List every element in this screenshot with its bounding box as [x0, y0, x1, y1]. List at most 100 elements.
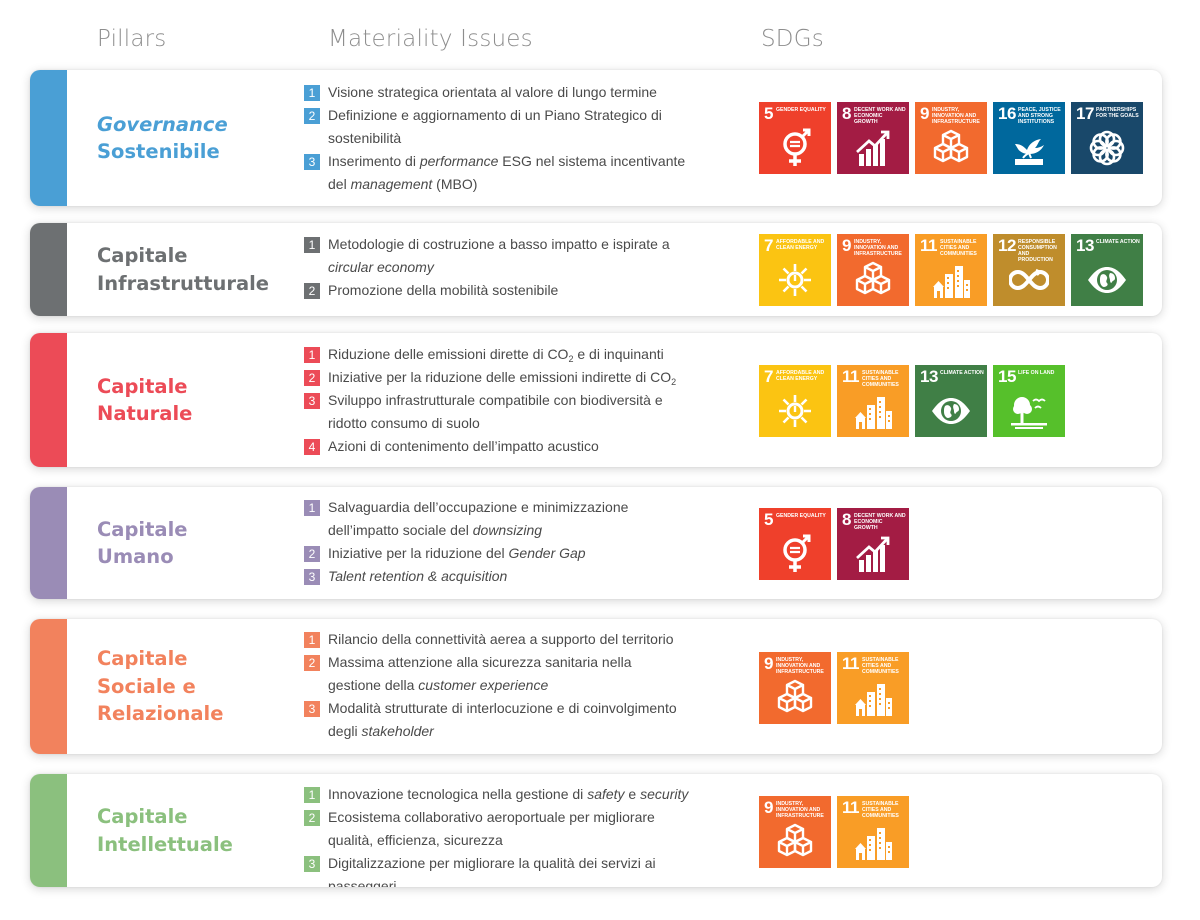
- pillar-accent-bar: [30, 619, 67, 754]
- issue-number-badge: 1: [304, 347, 320, 363]
- sdg-icons: 7 Affordable and clean energy 9 Industry, i…: [759, 234, 1143, 306]
- cubes-icon: [777, 823, 813, 857]
- materiality-issue: 2 Definizione e aggiornamento di un Piano…: [304, 104, 724, 150]
- dove-icon: [1015, 139, 1044, 165]
- sdg-label: Sustainable cities and communities: [862, 801, 899, 819]
- issue-text: Metodologie di costruzione a basso impat…: [328, 236, 670, 275]
- pillar-title-line: Capitale: [97, 374, 188, 398]
- pillar-title-line: Infrastrutturale: [97, 271, 270, 295]
- gender-icon: [783, 128, 811, 166]
- materiality-issue: 1 Salvaguardia dell’occupazione e minimiz…: [304, 496, 724, 542]
- issue-number-badge: 1: [304, 85, 320, 101]
- pillar-title: Governance Sostenibile: [97, 111, 228, 166]
- issue-text: Massima attenzione alla sicurezza sanita…: [328, 654, 632, 693]
- materiality-issue: 1 Riduzione delle emissioni dirette di CO…: [304, 343, 724, 366]
- sdg-label: Decent work and economic growth: [854, 107, 906, 125]
- materiality-issue: 1 Metodologie di costruzione a basso impa…: [304, 233, 724, 279]
- issue-text: Iniziative per la riduzione del Gender G…: [328, 545, 586, 561]
- materiality-issue: 3 Sviluppo infrastrutturale compatibile c…: [304, 389, 724, 435]
- sdg-17-tile: 17 Partnerships for the goals: [1071, 102, 1143, 174]
- issue-number-badge: 3: [304, 154, 320, 170]
- pillar-cell: Capitale Intellettuale: [97, 774, 297, 887]
- sdg-12-tile: 12 Responsible consumption and production: [993, 234, 1065, 306]
- materiality-issues-list: 1 Innovazione tecnologica nella gestione …: [304, 783, 724, 887]
- sdgs-header: SDGs: [761, 26, 824, 52]
- sdg-13-tile: 13 Climate action: [1071, 234, 1143, 306]
- pillar-title: Capitale Sociale e Relazionale: [97, 645, 223, 728]
- sdg-number: 11: [842, 367, 859, 386]
- infinity-icon: [1009, 268, 1049, 291]
- pillar-cell: Capitale Umano: [97, 487, 297, 599]
- growth-chart-icon: [856, 130, 890, 166]
- issue-number-badge: 1: [304, 237, 320, 253]
- materiality-issues-header: Materiality Issues: [328, 26, 533, 52]
- sdg-8-tile: 8 Decent work and economic growth: [837, 102, 909, 174]
- pillar-title: Capitale Intellettuale: [97, 803, 233, 858]
- pillar-accent-bar: [30, 70, 67, 206]
- issue-number-badge: 3: [304, 393, 320, 409]
- materiality-issue: 3 Inserimento di performance ESG nel sist…: [304, 150, 724, 196]
- sdg-label: Affordable and clean energy: [776, 239, 825, 251]
- sdg-number: 8: [842, 510, 851, 529]
- sdg-5-tile: 5 Gender equality: [759, 102, 831, 174]
- issue-number-badge: 2: [304, 283, 320, 299]
- sdg-label: Responsible consumption and production: [1018, 239, 1057, 263]
- pillar-title-line: Capitale: [97, 647, 188, 671]
- issue-text: Visione strategica orientata al valore d…: [328, 84, 657, 100]
- sdg-number: 9: [764, 798, 773, 817]
- sdg-label: Decent work and economic growth: [854, 513, 906, 531]
- issue-number-badge: 2: [304, 108, 320, 124]
- issue-text: Iniziative per la riduzione delle emissi…: [328, 369, 677, 387]
- sdg-label: Industry, innovation and infrastructure: [776, 801, 824, 819]
- pillar-row-naturale: Capitale Naturale 1 Riduzione delle emissio…: [30, 333, 1162, 467]
- city-icon: [855, 828, 892, 860]
- pillar-cell: Governance Sostenibile: [97, 70, 297, 206]
- city-icon: [855, 684, 892, 716]
- sdg-label: Peace, justice and strong institutions: [1018, 107, 1061, 125]
- issue-number-badge: 3: [304, 856, 320, 872]
- materiality-issue: 3 Modalità strutturate di interlocuzione …: [304, 697, 724, 743]
- issue-text: Rilancio della connettività aerea a supp…: [328, 631, 674, 647]
- sdg-11-tile: 11 Sustainable cities and communities: [837, 796, 909, 868]
- pillar-title: Capitale Umano: [97, 516, 188, 571]
- pillar-cell: Capitale Infrastrutturale: [97, 223, 297, 316]
- issue-number-badge: 2: [304, 655, 320, 671]
- pillar-title-line: Relazionale: [97, 702, 224, 726]
- sdg-16-tile: 16 Peace, justice and strong institutions: [993, 102, 1065, 174]
- sdg-number: 7: [764, 236, 773, 255]
- issue-text: Digitalizzazione per migliorare la quali…: [328, 855, 656, 887]
- pillar-row-intellettuale: Capitale Intellettuale 1 Innovazione tecnol…: [30, 774, 1162, 887]
- issue-number-badge: 2: [304, 370, 320, 386]
- pillar-accent-bar: [30, 487, 67, 599]
- sdg-label: Industry, innovation and infrastructure: [854, 239, 902, 257]
- materiality-issues-list: 1 Visione strategica orientata al valore …: [304, 81, 724, 196]
- sdg-label: Sustainable cities and communities: [862, 657, 899, 675]
- issue-text: Talent retention & acquisition: [328, 568, 508, 584]
- issue-text: Ecosistema collaborativo aeroportuale pe…: [328, 809, 655, 848]
- materiality-issue: 1 Visione strategica orientata al valore …: [304, 81, 724, 104]
- issue-text: Sviluppo infrastrutturale compatibile co…: [328, 392, 663, 431]
- materiality-issue: 3 Digitalizzazione per migliorare la qual…: [304, 852, 724, 887]
- sdg-13-tile: 13 Climate action: [915, 365, 987, 437]
- pillars-header: Pillars: [97, 26, 167, 52]
- pillar-row-infrastrutturale: Capitale Infrastrutturale 1 Metodologie di …: [30, 223, 1162, 316]
- issue-text: Definizione e aggiornamento di un Piano …: [328, 107, 662, 146]
- sdg-11-tile: 11 Sustainable cities and communities: [837, 365, 909, 437]
- pillar-title-line: Capitale: [97, 805, 188, 828]
- sun-icon: [779, 395, 811, 427]
- sdg-11-tile: 11 Sustainable cities and communities: [837, 652, 909, 724]
- materiality-issues-list: 1 Metodologie di costruzione a basso impa…: [304, 233, 724, 302]
- sdg-label: Partnerships for the goals: [1096, 107, 1139, 119]
- sdg-number: 13: [920, 367, 938, 386]
- pillar-row-umano: Capitale Umano 1 Salvaguardia dell’occupazi…: [30, 487, 1162, 599]
- sdg-number: 8: [842, 104, 851, 123]
- sdg-5-tile: 5 Gender equality: [759, 508, 831, 580]
- sdg-number: 7: [764, 367, 773, 386]
- sdg-label: Gender equality: [776, 513, 826, 519]
- sdg-icons: 5 Gender equality 8 Decent work and economi…: [759, 508, 909, 580]
- issue-text: Promozione della mobilità sostenibile: [328, 282, 559, 298]
- issue-text: Salvaguardia dell’occupazione e minimizz…: [328, 499, 629, 538]
- sdg-label: Industry, innovation and infrastructure: [776, 657, 824, 675]
- sdg-label: Gender equality: [776, 107, 826, 113]
- sdg-7-tile: 7 Affordable and clean energy: [759, 234, 831, 306]
